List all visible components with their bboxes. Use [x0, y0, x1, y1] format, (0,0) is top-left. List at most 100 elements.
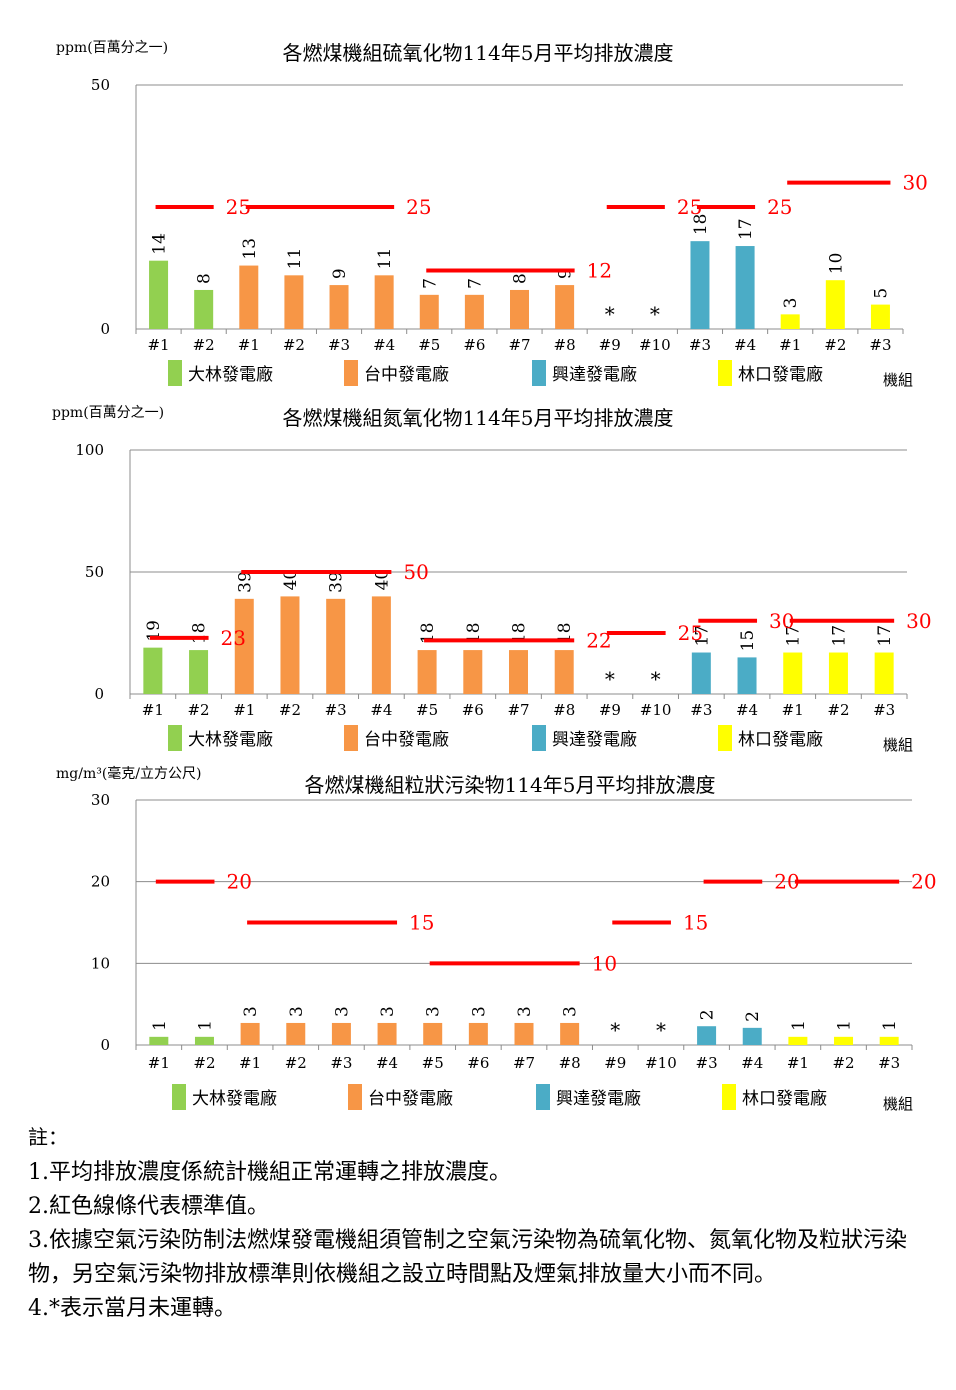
not-operating-marker: * — [605, 667, 615, 691]
standard-value-label: 25 — [406, 195, 431, 219]
legend-swatch-4 — [718, 360, 732, 386]
bar-value-label: 13 — [240, 238, 260, 260]
bar-5 — [331, 1022, 351, 1045]
bar-value-label: 8 — [511, 273, 531, 284]
pm-chart-svg: mg/m³(毫克/立方公尺) 各燃煤機組粒狀污染物114年5月平均排放濃度 0 10 2… — [56, 765, 937, 1113]
bar-9 — [514, 1022, 534, 1045]
bar-value-label: 14 — [150, 233, 170, 255]
y-axis-label: ppm(百萬分之一) — [52, 405, 164, 421]
bar-17 — [879, 1036, 899, 1045]
bar-value-label: 3 — [287, 1006, 307, 1017]
bar-value-label: 39 — [327, 571, 347, 593]
legend-label-3: 興達發電廠 — [552, 364, 637, 385]
x-tick-label: #5 — [416, 701, 438, 719]
not-operating-marker: * — [650, 302, 660, 326]
legend-label-2: 台中發電廠 — [364, 729, 449, 750]
x-tick-label: #2 — [824, 336, 846, 354]
bar-1 — [143, 647, 163, 694]
standard-value-label: 25 — [678, 621, 703, 645]
chart-title: 各燃煤機組粒狀污染物114年5月平均排放濃度 — [305, 773, 716, 797]
not-operating-marker: * — [651, 667, 661, 691]
x-tick-label: #2 — [279, 701, 301, 719]
standard-value-label: 30 — [902, 171, 927, 195]
bar-value-label: 11 — [285, 248, 305, 270]
note-item-4: 4.*表示當月未運轉。 — [28, 1296, 236, 1321]
x-tick-label: #2 — [285, 1054, 307, 1072]
legend-label-4: 林口發電廠 — [742, 1088, 827, 1109]
x-tick-label: #8 — [559, 1054, 581, 1072]
x-axis-label: 機組 — [883, 1095, 913, 1113]
bar-4 — [284, 275, 304, 329]
x-tick-label: #9 — [599, 336, 621, 354]
bar-value-label: 1 — [195, 1020, 215, 1031]
bar-value-label: 18 — [190, 622, 210, 644]
legend-label-2: 台中發電廠 — [364, 364, 449, 385]
bar-value-label: 3 — [781, 298, 801, 309]
bar-14 — [742, 1027, 762, 1045]
legend-label-4: 林口發電廠 — [738, 364, 823, 385]
x-tick-label: #4 — [736, 701, 758, 719]
x-tick-label: #4 — [734, 336, 756, 354]
x-tick-label: #10 — [645, 1054, 677, 1072]
y-tick-label: 30 — [91, 791, 110, 809]
x-tick-label: #8 — [553, 701, 575, 719]
note-item-2: 2.紅色線條代表標準值。 — [28, 1194, 269, 1219]
legend-swatch-1 — [168, 360, 182, 386]
standard-value-label: 15 — [683, 911, 708, 935]
standard-value-label: 50 — [403, 560, 428, 584]
y-tick-label: 20 — [91, 873, 110, 891]
bar-8 — [464, 294, 484, 329]
legend-label-2: 台中發電廠 — [368, 1088, 453, 1109]
bar-value-label: 9 — [330, 268, 350, 279]
bar-15 — [788, 1036, 808, 1045]
legend-swatch-2 — [344, 360, 358, 386]
bar-value-label: 40 — [372, 569, 392, 591]
legend-label-3: 興達發電廠 — [552, 729, 637, 750]
bar-4 — [280, 596, 300, 694]
standard-value-label: 23 — [221, 626, 246, 650]
chart-title: 各燃煤機組硫氧化物114年5月平均排放濃度 — [283, 41, 674, 65]
bar-value-label: 3 — [515, 1006, 535, 1017]
x-tick-label: #3 — [873, 701, 895, 719]
y-tick-label: 10 — [91, 954, 110, 972]
bar-14 — [735, 246, 755, 329]
x-tick-label: #3 — [878, 1054, 900, 1072]
x-tick-label: #6 — [467, 1054, 489, 1072]
bar-value-label: 40 — [281, 569, 301, 591]
bar-value-label: 1 — [835, 1020, 855, 1031]
x-tick-label: #3 — [328, 336, 350, 354]
y-tick-label: 0 — [100, 320, 110, 338]
x-tick-label: #7 — [513, 1054, 535, 1072]
bar-16 — [828, 652, 848, 694]
y-axis-label: ppm(百萬分之一) — [56, 40, 168, 56]
legend-label-1: 大林發電廠 — [192, 1088, 277, 1109]
bar-9 — [509, 650, 528, 694]
legend-swatch-4 — [722, 1084, 736, 1110]
legend-swatch-2 — [348, 1084, 362, 1110]
x-tick-label: #4 — [370, 701, 392, 719]
legend-swatch-4 — [718, 725, 732, 751]
not-operating-marker: * — [605, 302, 615, 326]
legend-swatch-3 — [532, 360, 546, 386]
bar-value-label: 8 — [195, 273, 215, 284]
x-tick-label: #1 — [148, 1054, 170, 1072]
bar-3 — [239, 265, 259, 329]
standard-value-label: 30 — [906, 609, 931, 633]
bar-10 — [555, 285, 575, 329]
x-tick-label: #2 — [193, 1054, 215, 1072]
standard-value-label: 10 — [592, 951, 617, 975]
x-tick-label: #2 — [193, 336, 215, 354]
legend-swatch-3 — [536, 1084, 550, 1110]
legend-swatch-2 — [344, 725, 358, 751]
bar-value-label: 2 — [698, 1009, 718, 1020]
x-tick-label: #1 — [239, 1054, 261, 1072]
bar-value-label: 1 — [880, 1020, 900, 1031]
bar-8 — [468, 1022, 488, 1045]
x-tick-label: #7 — [507, 701, 529, 719]
notes-heading: 註： — [28, 1125, 68, 1149]
bar-6 — [371, 596, 391, 694]
x-tick-label: #7 — [508, 336, 530, 354]
bar-16 — [825, 280, 845, 329]
bar-2 — [189, 650, 209, 694]
x-tick-label: #1 — [787, 1054, 809, 1072]
